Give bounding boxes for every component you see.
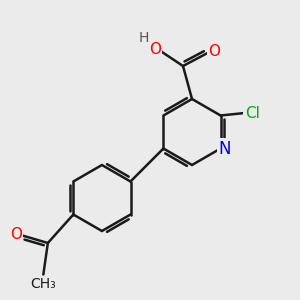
Text: N: N — [219, 140, 231, 158]
Text: O: O — [208, 44, 220, 59]
Text: Cl: Cl — [244, 106, 260, 121]
Text: CH₃: CH₃ — [31, 277, 56, 291]
Text: O: O — [10, 226, 22, 242]
Text: O: O — [149, 42, 161, 57]
Text: H: H — [139, 32, 149, 45]
